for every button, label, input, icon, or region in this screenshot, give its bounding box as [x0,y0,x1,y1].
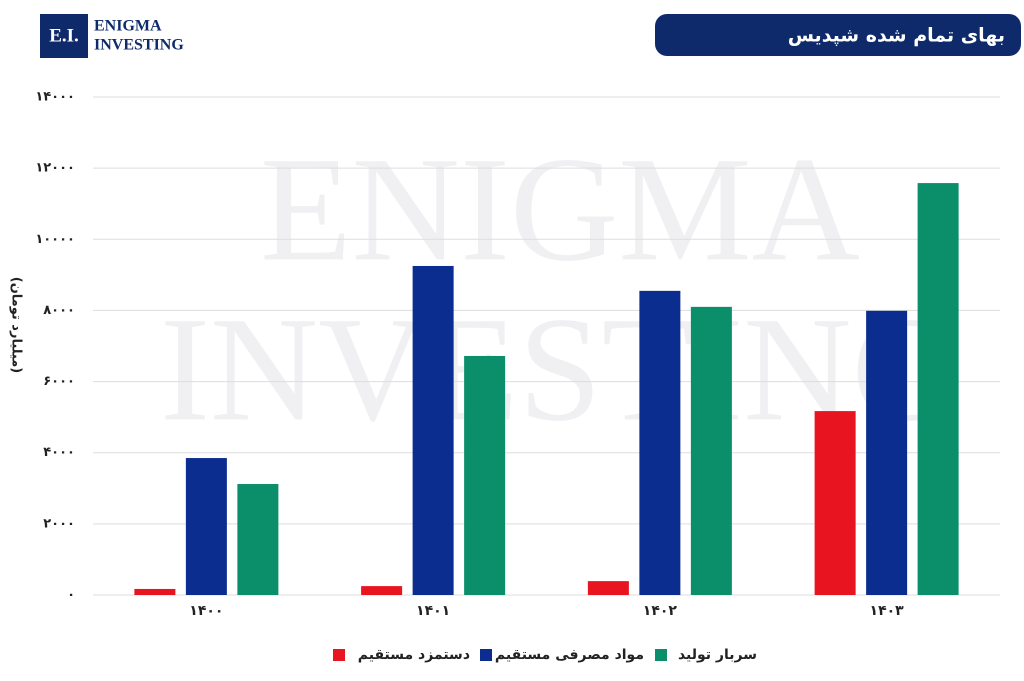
legend-label: سربار تولید [678,647,757,663]
legend-swatch [480,649,492,661]
y-tick-label: ۲۰۰۰ [43,516,75,531]
bar [185,458,227,595]
x-tick-label: ۱۴۰۱ [416,603,450,619]
x-tick-label: ۱۴۰۳ [870,603,905,619]
logo-text: INVESTING [94,37,184,54]
legend-label: مواد مصرفی مستقیم [495,647,644,663]
bar [639,290,681,595]
watermark: ENIGMA [260,126,860,292]
legend-swatch [655,649,667,661]
bar [412,265,454,595]
logo-box [40,14,88,58]
title-box [655,14,1021,56]
y-tick-label: ۴۰۰۰ [43,445,75,460]
bar [814,411,856,595]
x-tick-label: ۱۴۰۲ [643,603,678,619]
bar [464,355,506,595]
x-tick-label: ۱۴۰۰ [189,603,223,619]
bar [690,306,732,595]
legend-swatch [333,649,345,661]
y-axis-label: (میلیارد تومان) [9,277,24,374]
y-tick-label: ۱۰۰۰۰ [35,232,75,247]
y-tick-label: ۱۴۰۰۰ [35,90,75,105]
bar [361,586,403,595]
bar [917,183,959,595]
logo-mark: E.I. [49,25,79,46]
bar [866,310,908,595]
bar [587,581,629,595]
y-tick-label: ۸۰۰۰ [43,303,75,318]
y-tick-label: ۶۰۰۰ [43,374,75,389]
y-tick-label: ۰ [67,588,75,603]
bar [237,484,279,595]
chart-title: بهای تمام شده شپدیس [788,25,1005,47]
bar [134,588,176,595]
logo-text: ENIGMA [94,18,162,35]
y-tick-label: ۱۲۰۰۰ [35,161,75,176]
legend-label: دستمزد مستقیم [358,647,470,663]
